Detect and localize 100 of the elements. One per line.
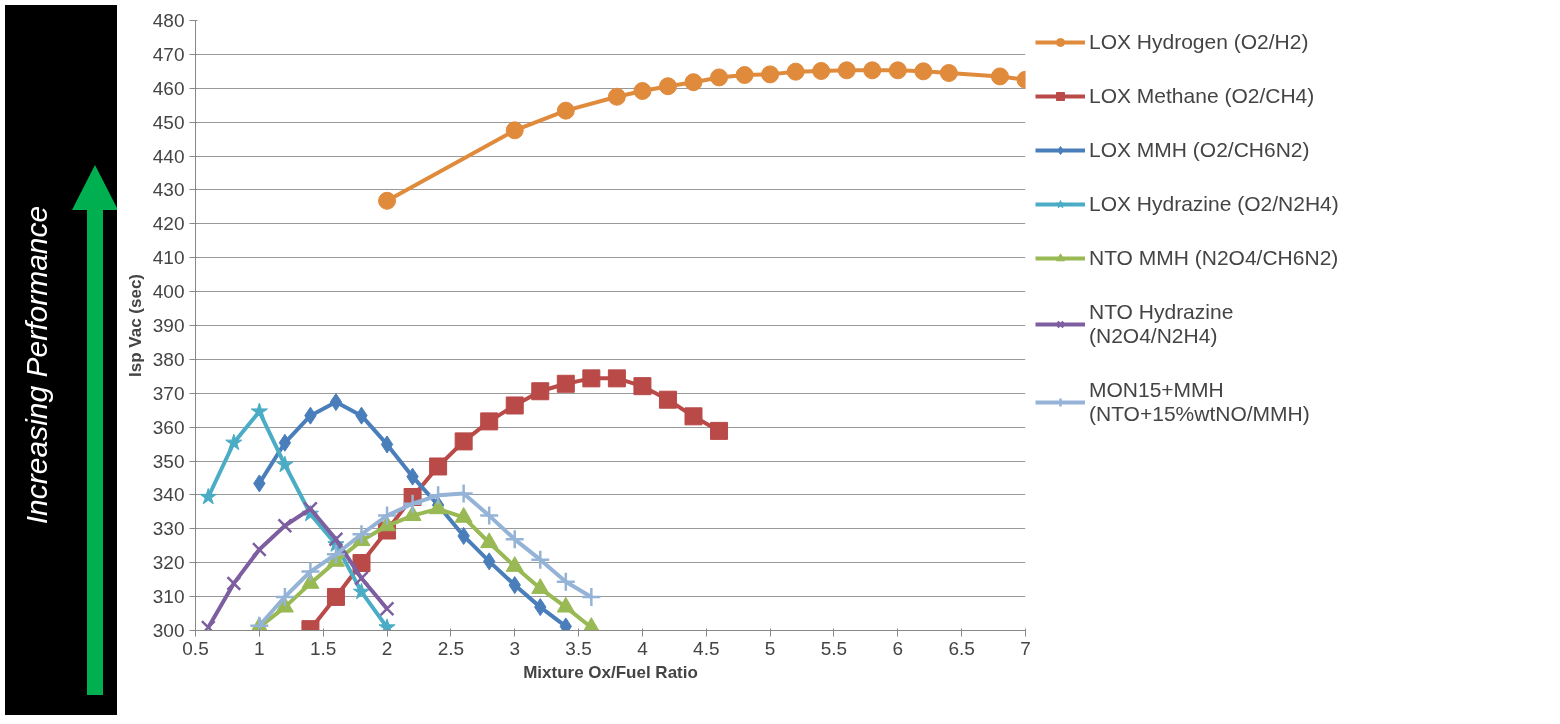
x-tick-label: 6	[892, 637, 904, 659]
point	[939, 64, 958, 83]
point	[504, 529, 525, 550]
point	[328, 531, 344, 547]
point	[658, 390, 677, 409]
y-tick-label: 410	[152, 247, 185, 269]
point	[710, 68, 729, 87]
point	[863, 61, 882, 80]
point	[914, 62, 933, 81]
point	[684, 407, 703, 426]
point	[761, 65, 780, 84]
legend-label: LOX MMH (O2/CH6N2)	[1089, 138, 1310, 162]
point	[429, 457, 448, 476]
point	[278, 433, 292, 452]
y-tick-label: 300	[152, 620, 185, 641]
point	[427, 485, 449, 506]
y-axis-title: Isp Vac (sec)	[125, 273, 145, 377]
point	[480, 412, 499, 431]
point	[684, 73, 703, 92]
point	[352, 582, 371, 600]
y-tick-label: 340	[152, 484, 185, 506]
point	[277, 518, 293, 534]
point	[380, 435, 394, 454]
point	[837, 61, 856, 80]
x-tick-label: 2.5	[437, 637, 465, 659]
point	[250, 402, 268, 419]
point	[329, 393, 343, 412]
point	[581, 586, 602, 608]
point	[658, 77, 677, 96]
x-tick-label: 3	[509, 637, 521, 659]
point	[888, 61, 907, 80]
y-tick-label: 380	[152, 348, 185, 370]
point	[274, 586, 296, 608]
y-tick-label: 320	[152, 552, 185, 574]
point	[555, 571, 577, 592]
point	[582, 369, 601, 388]
point	[607, 87, 626, 106]
y-tick-label: 420	[152, 213, 185, 235]
point	[225, 433, 243, 451]
y-tick-label: 480	[152, 10, 185, 31]
point	[556, 374, 575, 393]
y-tick-label: 360	[152, 416, 185, 438]
legend-label: NTO Hydrazine (N2O4/N2H4)	[1089, 300, 1234, 348]
point	[402, 493, 423, 515]
point	[480, 532, 499, 549]
point	[710, 421, 729, 440]
point	[990, 67, 1009, 86]
x-tick-label: 5.5	[820, 637, 848, 659]
y-tick-label: 470	[152, 43, 185, 65]
y-tick-label: 460	[152, 77, 185, 99]
y-tick-label: 330	[152, 518, 185, 540]
point	[531, 382, 550, 401]
y-tick-label: 310	[152, 586, 185, 608]
x-tick-label: 0.5	[182, 637, 209, 659]
point	[353, 570, 370, 586]
point	[351, 524, 372, 545]
legend-label: LOX Hydrazine (O2/N2H4)	[1089, 192, 1339, 216]
x-tick-label: 4.5	[693, 637, 720, 659]
text: Increasing Performance	[19, 205, 53, 525]
x-axis-title: Mixture Ox/Fuel Ratio	[523, 662, 698, 682]
point	[325, 544, 347, 565]
x-tick-label: 2	[381, 637, 393, 659]
x-tick-label: 6.5	[948, 637, 975, 659]
y-tick-label: 430	[152, 179, 185, 201]
x-tick-label: 4	[637, 637, 649, 659]
legend-label: NTO MMH (N2O4/CH6N2)	[1089, 246, 1339, 270]
point	[302, 501, 319, 517]
point	[505, 121, 524, 140]
y-tick-label: 440	[152, 145, 185, 167]
point	[530, 549, 551, 570]
y-tick-label: 350	[152, 450, 185, 472]
x-tick-label: 1.5	[309, 637, 337, 659]
point	[326, 587, 345, 606]
point	[199, 487, 217, 505]
x-tick-label: 7	[1020, 637, 1031, 659]
point	[633, 377, 652, 396]
point	[251, 541, 267, 558]
point	[786, 62, 805, 81]
x-tick-label: 3.5	[565, 637, 592, 659]
point	[379, 601, 395, 617]
point	[478, 505, 500, 526]
legend-label: MON15+MMH (NTO+15%wtNO/MMH)	[1089, 378, 1310, 426]
point	[454, 432, 473, 451]
point	[556, 101, 575, 120]
point	[376, 505, 398, 526]
point	[505, 396, 524, 415]
point	[300, 561, 321, 582]
y-tick-label: 370	[152, 382, 185, 404]
y-tick-label: 450	[152, 111, 185, 133]
y-tick-label: 400	[152, 281, 185, 303]
legend-label: LOX Hydrogen (O2/H2)	[1089, 30, 1309, 54]
point	[633, 82, 652, 100]
point	[378, 191, 397, 210]
point	[812, 62, 831, 80]
x-tick-label: 1	[254, 637, 265, 659]
point	[226, 575, 242, 592]
point	[276, 455, 294, 473]
legend-label: LOX Methane (O2/CH4)	[1089, 84, 1315, 108]
point	[735, 66, 754, 85]
y-tick-label: 390	[152, 315, 185, 336]
